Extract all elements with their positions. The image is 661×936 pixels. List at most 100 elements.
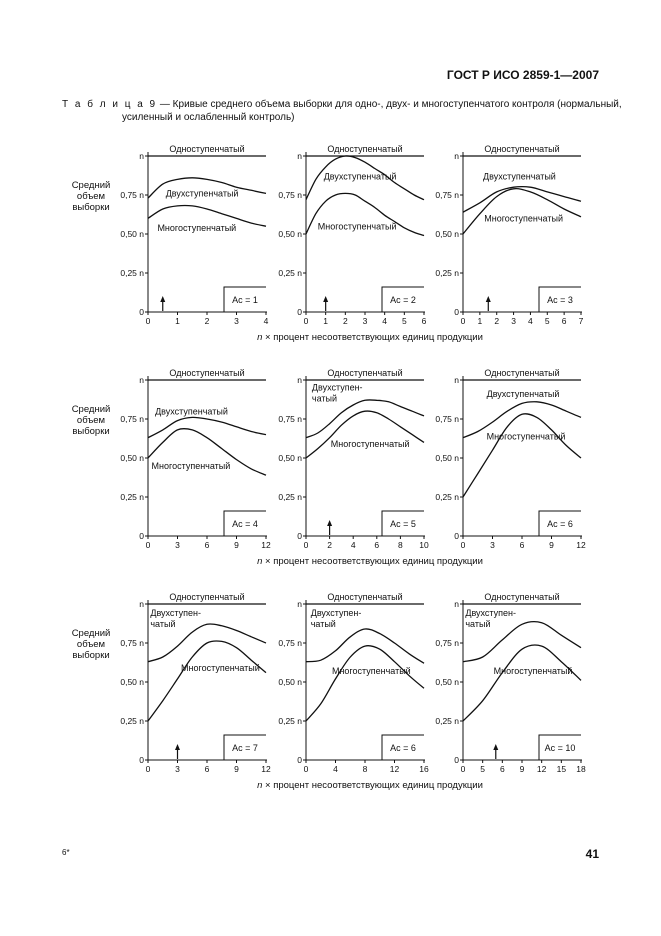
y-tick-label: 0,75 n (435, 414, 459, 424)
x-tick-label: 4 (528, 316, 533, 326)
x-tick-label: 0 (304, 316, 309, 326)
y-axis-label-row3: Средний объем выборки (71, 628, 111, 661)
y-tick-label: 0 (454, 531, 459, 541)
chart-panel-3: 0 0,25 n 0,50 n 0,75 n n 0 1 2 3 4 5 6 7 Одноступенча… (435, 144, 583, 326)
single-stage-label: Одноступенчатый (327, 144, 402, 154)
multi-stage-curve (462, 187, 582, 235)
caption-line2: усиленный и ослабленный контроль) (122, 112, 295, 123)
arrow-marker-head (327, 520, 333, 526)
y-tick-label: 0,75 n (278, 414, 302, 424)
y-tick-label: 0,25 n (435, 492, 459, 502)
y-tick-label: 0,50 n (120, 677, 144, 687)
x-tick-label: 6 (500, 764, 505, 774)
y-tick-label: n (454, 151, 459, 161)
ac-box (381, 734, 424, 760)
double-stage-label: чатый (465, 619, 490, 629)
x-tick-label: 8 (398, 540, 403, 550)
y-tick-label: 0,75 n (435, 638, 459, 648)
single-stage-label: Одноступенчатый (327, 592, 402, 602)
single-stage-label: Одноступенчатый (169, 144, 244, 154)
ac-box (538, 510, 581, 536)
x-tick-label: 16 (419, 764, 429, 774)
y-tick-label: n (139, 599, 144, 609)
y-tick-label: 0,25 n (120, 268, 144, 278)
y-tick-label: 0,75 n (120, 414, 144, 424)
y-tick-label: 0,75 n (120, 638, 144, 648)
single-stage-label: Одноступенчатый (327, 368, 402, 378)
y-tick-label: 0,25 n (120, 492, 144, 502)
ac-value-label: Ac = 6 (390, 743, 416, 753)
y-tick-label: 0 (297, 307, 302, 317)
y-axis-label-row2: Средний объем выборки (71, 404, 111, 437)
y-tick-label: n (454, 599, 459, 609)
x-tick-label: 6 (205, 540, 210, 550)
x-axis-label-row3: n × процент несоответствующих единиц про… (150, 780, 590, 791)
single-stage-label: Одноступенчатый (484, 368, 559, 378)
x-tick-label: 6 (520, 540, 525, 550)
multi-stage-label: Многоступенчатый (487, 431, 566, 441)
x-tick-label: 5 (545, 316, 550, 326)
x-tick-label: 0 (461, 764, 466, 774)
ac-value-label: Ac = 6 (547, 519, 573, 529)
double-stage-label: Двухступенчатый (324, 171, 397, 181)
x-tick-label: 3 (175, 764, 180, 774)
y-tick-label: 0,75 n (278, 638, 302, 648)
double-stage-label: Двухступен- (312, 383, 363, 393)
y-tick-label: 0,50 n (435, 453, 459, 463)
arrow-marker-head (485, 296, 491, 302)
double-stage-label: Двухступенчатый (155, 406, 228, 416)
ac-box (538, 734, 581, 760)
x-tick-label: 5 (480, 764, 485, 774)
y-tick-label: 0,50 n (278, 453, 302, 463)
multi-stage-curve (462, 413, 582, 498)
single-stage-label: Одноступенчатый (484, 144, 559, 154)
x-tick-label: 12 (390, 764, 400, 774)
y-tick-label: 0,50 n (120, 229, 144, 239)
multi-stage-label: Многоступенчатый (331, 439, 410, 449)
ac-box (223, 510, 266, 536)
double-stage-label: Двухступенчатый (483, 171, 556, 181)
x-tick-label: 3 (511, 316, 516, 326)
x-tick-label: 2 (327, 540, 332, 550)
x-tick-label: 0 (304, 764, 309, 774)
y-tick-label: n (139, 375, 144, 385)
y-tick-label: 0,25 n (278, 268, 302, 278)
x-tick-label: 7 (579, 316, 584, 326)
x-tick-label: 2 (205, 316, 210, 326)
double-stage-label: чатый (312, 394, 337, 404)
x-tick-label: 4 (382, 316, 387, 326)
multi-stage-label: Многоступенчатый (494, 666, 573, 676)
double-stage-label: Двухступен- (150, 608, 201, 618)
y-tick-label: 0,25 n (120, 716, 144, 726)
multi-stage-curve (147, 204, 267, 227)
caption-label: Т а б л и ц а 9 (62, 99, 158, 110)
x-tick-label: 2 (343, 316, 348, 326)
chart-panel-5: 0 0,25 n 0,50 n 0,75 n n 0 2 4 6 8 10 Одноступенчат… (278, 368, 429, 550)
x-tick-label: 18 (576, 764, 586, 774)
x-axis-text: × процент несоответствующих единиц проду… (262, 332, 483, 343)
double-stage-curve (147, 623, 267, 663)
y-tick-label: 0 (454, 307, 459, 317)
x-tick-label: 6 (374, 540, 379, 550)
x-axis-var: n (257, 780, 263, 791)
y-tick-label: n (297, 151, 302, 161)
ac-box (381, 510, 424, 536)
multi-stage-curve (147, 640, 267, 722)
y-tick-label: 0,25 n (435, 268, 459, 278)
chart-panel-9: 0 0,25 n 0,50 n 0,75 n n 0 5 6 9 12 15 18 Одноступен… (435, 592, 586, 774)
x-tick-label: 0 (146, 316, 151, 326)
x-axis-text: × процент несоответствующих единиц проду… (262, 780, 483, 791)
x-tick-label: 12 (261, 540, 271, 550)
double-stage-label: Двухступенчатый (166, 189, 239, 199)
double-stage-curve (305, 155, 425, 201)
multi-stage-label: Многоступенчатый (152, 461, 231, 471)
multi-stage-label: Многоступенчатый (332, 666, 411, 676)
x-axis-label-row1: n × процент несоответствующих единиц про… (150, 332, 590, 343)
single-stage-label: Одноступенчатый (169, 368, 244, 378)
x-tick-label: 1 (175, 316, 180, 326)
ac-value-label: Ac = 10 (545, 743, 576, 753)
y-tick-label: 0 (454, 755, 459, 765)
double-stage-curve (462, 185, 582, 213)
y-tick-label: 0,50 n (435, 677, 459, 687)
multi-stage-label: Многоступенчатый (484, 214, 563, 224)
